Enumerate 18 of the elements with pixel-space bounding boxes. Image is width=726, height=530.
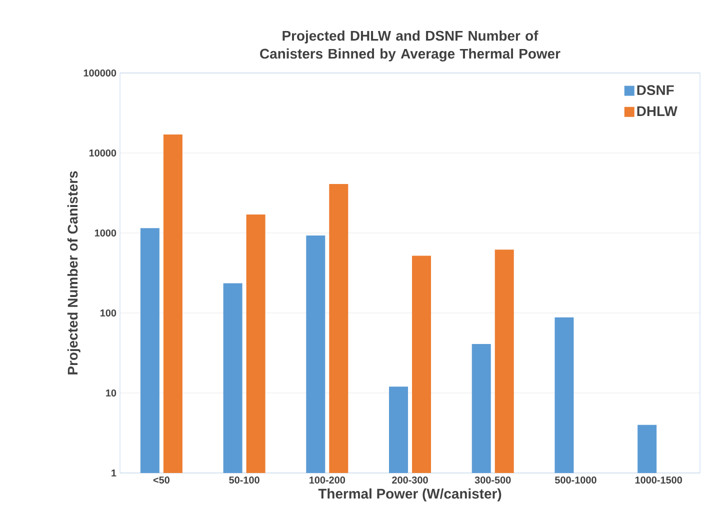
x-tick-label: 1000-1500 bbox=[635, 476, 682, 484]
y-axis-title: Projected Number of Canisters bbox=[67, 171, 80, 374]
y-tick-label: 10 bbox=[106, 389, 116, 397]
y-tick-label: 1 bbox=[112, 470, 116, 476]
y-tick-label: 1000 bbox=[94, 229, 116, 237]
x-tick-label: 300-500 bbox=[474, 476, 511, 484]
y-tick-label: 100000 bbox=[84, 69, 116, 77]
x-axis-title: Thermal Power (W/canister) bbox=[318, 488, 502, 502]
x-tick-label: 50-100 bbox=[229, 476, 260, 484]
y-tick-label: 100 bbox=[100, 309, 116, 317]
chart-title: Projected DHLW and DSNF Number of Canisters Binned by Average Thermal Power bbox=[260, 30, 560, 62]
x-tick-label: 200-300 bbox=[392, 476, 428, 484]
y-tick-label: 10000 bbox=[89, 149, 116, 157]
x-tick-label: 100-200 bbox=[309, 476, 346, 484]
x-tick-label: 500-1000 bbox=[554, 476, 596, 484]
legend-label: DHLW bbox=[637, 106, 678, 116]
legend-label: DSNF bbox=[637, 85, 674, 96]
x-tick-label: <50 bbox=[153, 476, 170, 484]
